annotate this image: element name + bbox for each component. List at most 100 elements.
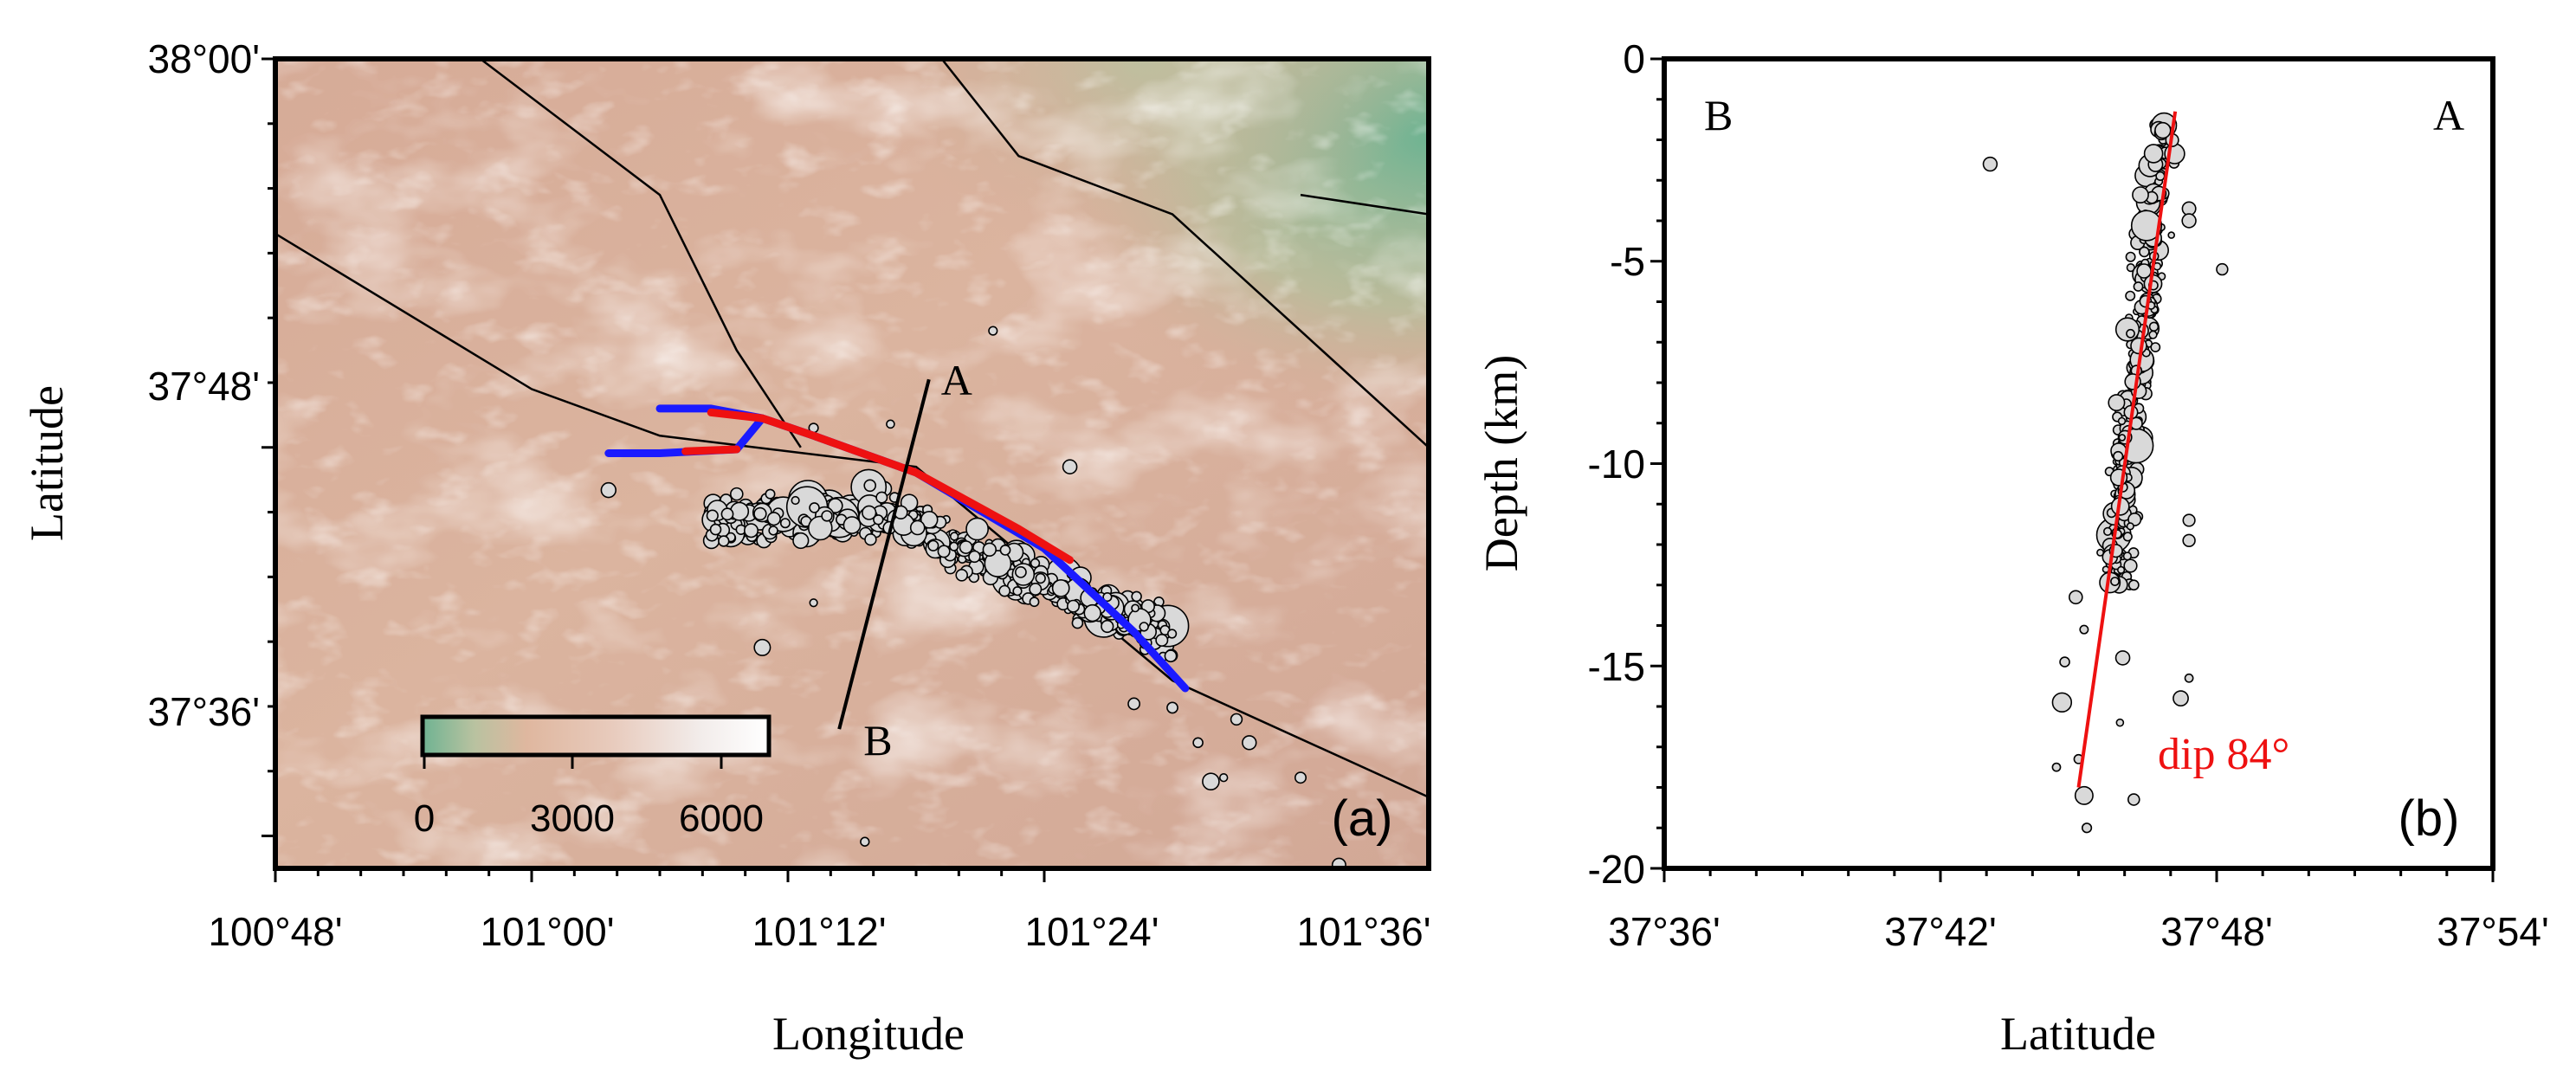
- epicenter-outlier-13: [1202, 772, 1220, 791]
- epicenter-435: [729, 501, 750, 521]
- epicenter-401: [827, 498, 843, 514]
- colorbar-tick-6000: 6000: [679, 797, 764, 840]
- epicenter-outlier-1: [886, 419, 895, 429]
- hypocenter-266: [2126, 328, 2135, 339]
- epicenter-444: [863, 479, 877, 493]
- epicenter-431: [1164, 649, 1178, 663]
- hypocenter-outlier-10: [2051, 762, 2062, 772]
- epicenter-497: [1083, 603, 1101, 622]
- hypocenter-outlier-18: [2069, 590, 2083, 605]
- rupture-blue-2: [733, 414, 766, 454]
- x-tick-b-3: 37°54': [2437, 909, 2549, 954]
- y-tick-b-4: -20: [1588, 847, 1645, 892]
- hypocenter-272: [2130, 210, 2163, 242]
- x-axis-label-a: Longitude: [772, 1008, 965, 1060]
- epicenter-outlier-19: [1062, 459, 1078, 475]
- epicenter-439: [765, 488, 776, 500]
- y-tick-a-0: 38°00': [147, 36, 260, 81]
- hypocenter-outlier-17: [2127, 579, 2140, 591]
- hypocenter-255: [2133, 281, 2144, 292]
- epicenter-449: [920, 510, 939, 529]
- epicenter-outlier-11: [1294, 771, 1307, 784]
- colorbar-tick-0: 0: [414, 797, 435, 840]
- epicenter-outlier-8: [1192, 737, 1204, 749]
- x-tick-b-0: 37°36': [1608, 909, 1721, 954]
- epicenter-518: [720, 507, 734, 521]
- x-tick-a-0: 100°48': [208, 909, 342, 954]
- epicenter-514: [1029, 582, 1043, 596]
- epicenter-487: [927, 539, 939, 551]
- dip-fit-line: [2076, 111, 2178, 788]
- hypocenter-210: [2139, 246, 2150, 258]
- epicenter-421: [968, 550, 981, 564]
- epicenter-490: [959, 540, 973, 554]
- epicenter-outlier-10: [1242, 735, 1257, 751]
- hypocenter-294: [2113, 450, 2124, 462]
- epicenter-482: [1035, 572, 1046, 584]
- hypocenter-250: [2143, 144, 2164, 164]
- hypocenter-166: [2125, 251, 2136, 262]
- hypocenter-219: [2150, 342, 2161, 352]
- epicenter-349: [949, 532, 959, 541]
- elevation-colorbar: 0 3000 6000: [414, 714, 772, 840]
- hypocenter-126: [2125, 290, 2136, 301]
- panel-b-depth-section: B A dip 84° (b) 37°36' 37°42' 37°48' 37°…: [1475, 36, 2549, 1060]
- x-tick-a-2: 101°12': [752, 909, 886, 954]
- epicenter-465: [984, 550, 1012, 577]
- panel-b-background: [1664, 59, 2493, 868]
- epicenter-484: [1102, 591, 1113, 603]
- panel-b-ticks: [1650, 57, 2495, 882]
- panel-a-ticks: [261, 57, 1046, 882]
- epicenter-outlier-4: [809, 598, 818, 608]
- epicenter-outlier-5: [753, 638, 772, 656]
- hypocenter-outlier-1: [2216, 262, 2229, 276]
- epicenter-430: [1012, 586, 1023, 597]
- hypocenter-outlier-16: [2114, 650, 2131, 666]
- hypocenter-293: [2103, 526, 2113, 537]
- hypocenter-286: [2136, 263, 2152, 279]
- y-tick-b-1: -5: [1610, 239, 1645, 284]
- corner-label-a: A: [2433, 91, 2464, 139]
- hypocenter-outlier-9: [2184, 673, 2194, 683]
- x-tick-b-1: 37°42': [1884, 909, 1997, 954]
- hypocenter-outlier-7: [2051, 692, 2073, 713]
- epicenter-outlier-9: [1230, 713, 1243, 726]
- epicenter-512: [1015, 566, 1027, 578]
- epicenter-489: [909, 519, 926, 536]
- epicenter-outlier-15: [860, 836, 870, 847]
- hypocenter-201: [2167, 231, 2175, 239]
- x-tick-a-4: 101°36': [1296, 909, 1430, 954]
- y-axis-label-a: Latitude: [21, 385, 73, 541]
- hypocenter-outlier-3: [2181, 213, 2197, 229]
- epicenter-outlier-7: [1166, 701, 1178, 714]
- colorbar-tick-3000: 3000: [530, 797, 615, 840]
- hypocenter-151: [2123, 558, 2138, 573]
- epicenter-510: [821, 510, 833, 522]
- epicenter-509: [807, 515, 833, 541]
- epicenter-508: [809, 502, 820, 513]
- epicenter-516: [1131, 603, 1140, 613]
- epicenter-345: [864, 532, 877, 546]
- colorbar-ramp: [420, 714, 772, 758]
- hypocenter-299: [2132, 186, 2149, 204]
- hypocenter-outlier-12: [2074, 785, 2094, 805]
- hypocenter-outlier-8: [2172, 690, 2189, 707]
- epicenter-501: [965, 517, 990, 541]
- dip-angle-label: dip 84°: [2158, 730, 2289, 779]
- hypocenter-108: [2148, 330, 2158, 339]
- epicenter-498: [1067, 599, 1081, 613]
- epicenter-402: [875, 491, 888, 504]
- hypocenter-271: [2110, 577, 2120, 586]
- epicenter-502: [718, 535, 730, 547]
- epicenter-459: [753, 506, 767, 521]
- fault-line-3: [1300, 193, 1429, 216]
- epicenter-464: [1166, 629, 1178, 639]
- hypocenter-outlier-13: [2081, 822, 2093, 834]
- epicenter-outlier-3: [792, 532, 810, 550]
- hypocenter-outlier-6: [2059, 656, 2070, 668]
- epicenter-382: [768, 526, 778, 536]
- hypocenter-256: [2108, 394, 2126, 412]
- hypocenter-213: [2117, 416, 2127, 426]
- epicenter-476: [862, 505, 877, 520]
- epicenter-471: [1155, 633, 1169, 647]
